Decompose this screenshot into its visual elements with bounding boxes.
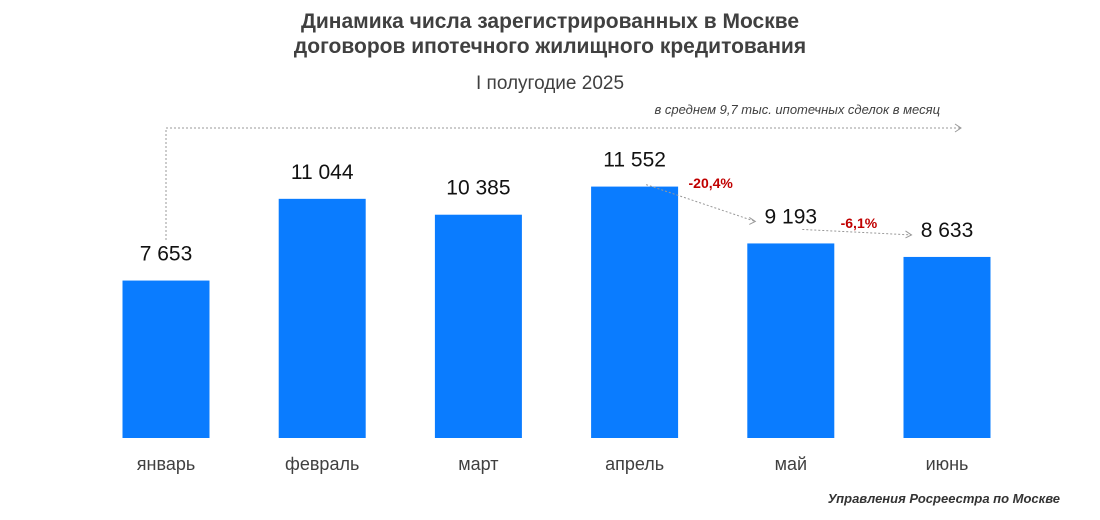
- chart-title-line-2: договоров ипотечного жилищного кредитова…: [294, 35, 806, 58]
- bar-март: [434, 214, 522, 438]
- chart-title-line-1: Динамика числа зарегистрированных в Моск…: [301, 10, 799, 33]
- value-label: 8 633: [921, 219, 974, 242]
- change-arrow-head: [905, 230, 913, 239]
- value-label: 9 193: [765, 205, 818, 228]
- bar-июнь: [903, 256, 991, 438]
- change-arrow: [645, 184, 756, 222]
- change-label: -20,4%: [689, 175, 734, 191]
- source-caption: Управления Росреестра по Москве: [828, 491, 1060, 506]
- value-label: 11 552: [603, 149, 666, 172]
- bar-апрель: [591, 186, 679, 438]
- bar-май: [747, 243, 835, 438]
- value-label: 11 044: [291, 161, 354, 184]
- chart-subtitle: I полугодие 2025: [476, 73, 624, 94]
- average-arrow-line: [165, 127, 960, 240]
- bar-февраль: [278, 198, 366, 438]
- category-label: июнь: [926, 454, 969, 474]
- category-label: январь: [137, 454, 195, 474]
- average-note: в среднем 9,7 тыс. ипотечных сделок в ме…: [654, 102, 940, 117]
- change-label: -6,1%: [841, 215, 878, 231]
- bar-январь: [122, 280, 210, 438]
- average-arrow-head: [954, 123, 962, 133]
- category-label: март: [458, 454, 498, 474]
- value-label: 7 653: [140, 243, 193, 266]
- value-label: 10 385: [446, 177, 510, 200]
- category-label: май: [775, 454, 807, 474]
- category-label: февраль: [285, 454, 359, 474]
- category-label: апрель: [605, 454, 664, 474]
- change-arrow-head: [749, 217, 757, 225]
